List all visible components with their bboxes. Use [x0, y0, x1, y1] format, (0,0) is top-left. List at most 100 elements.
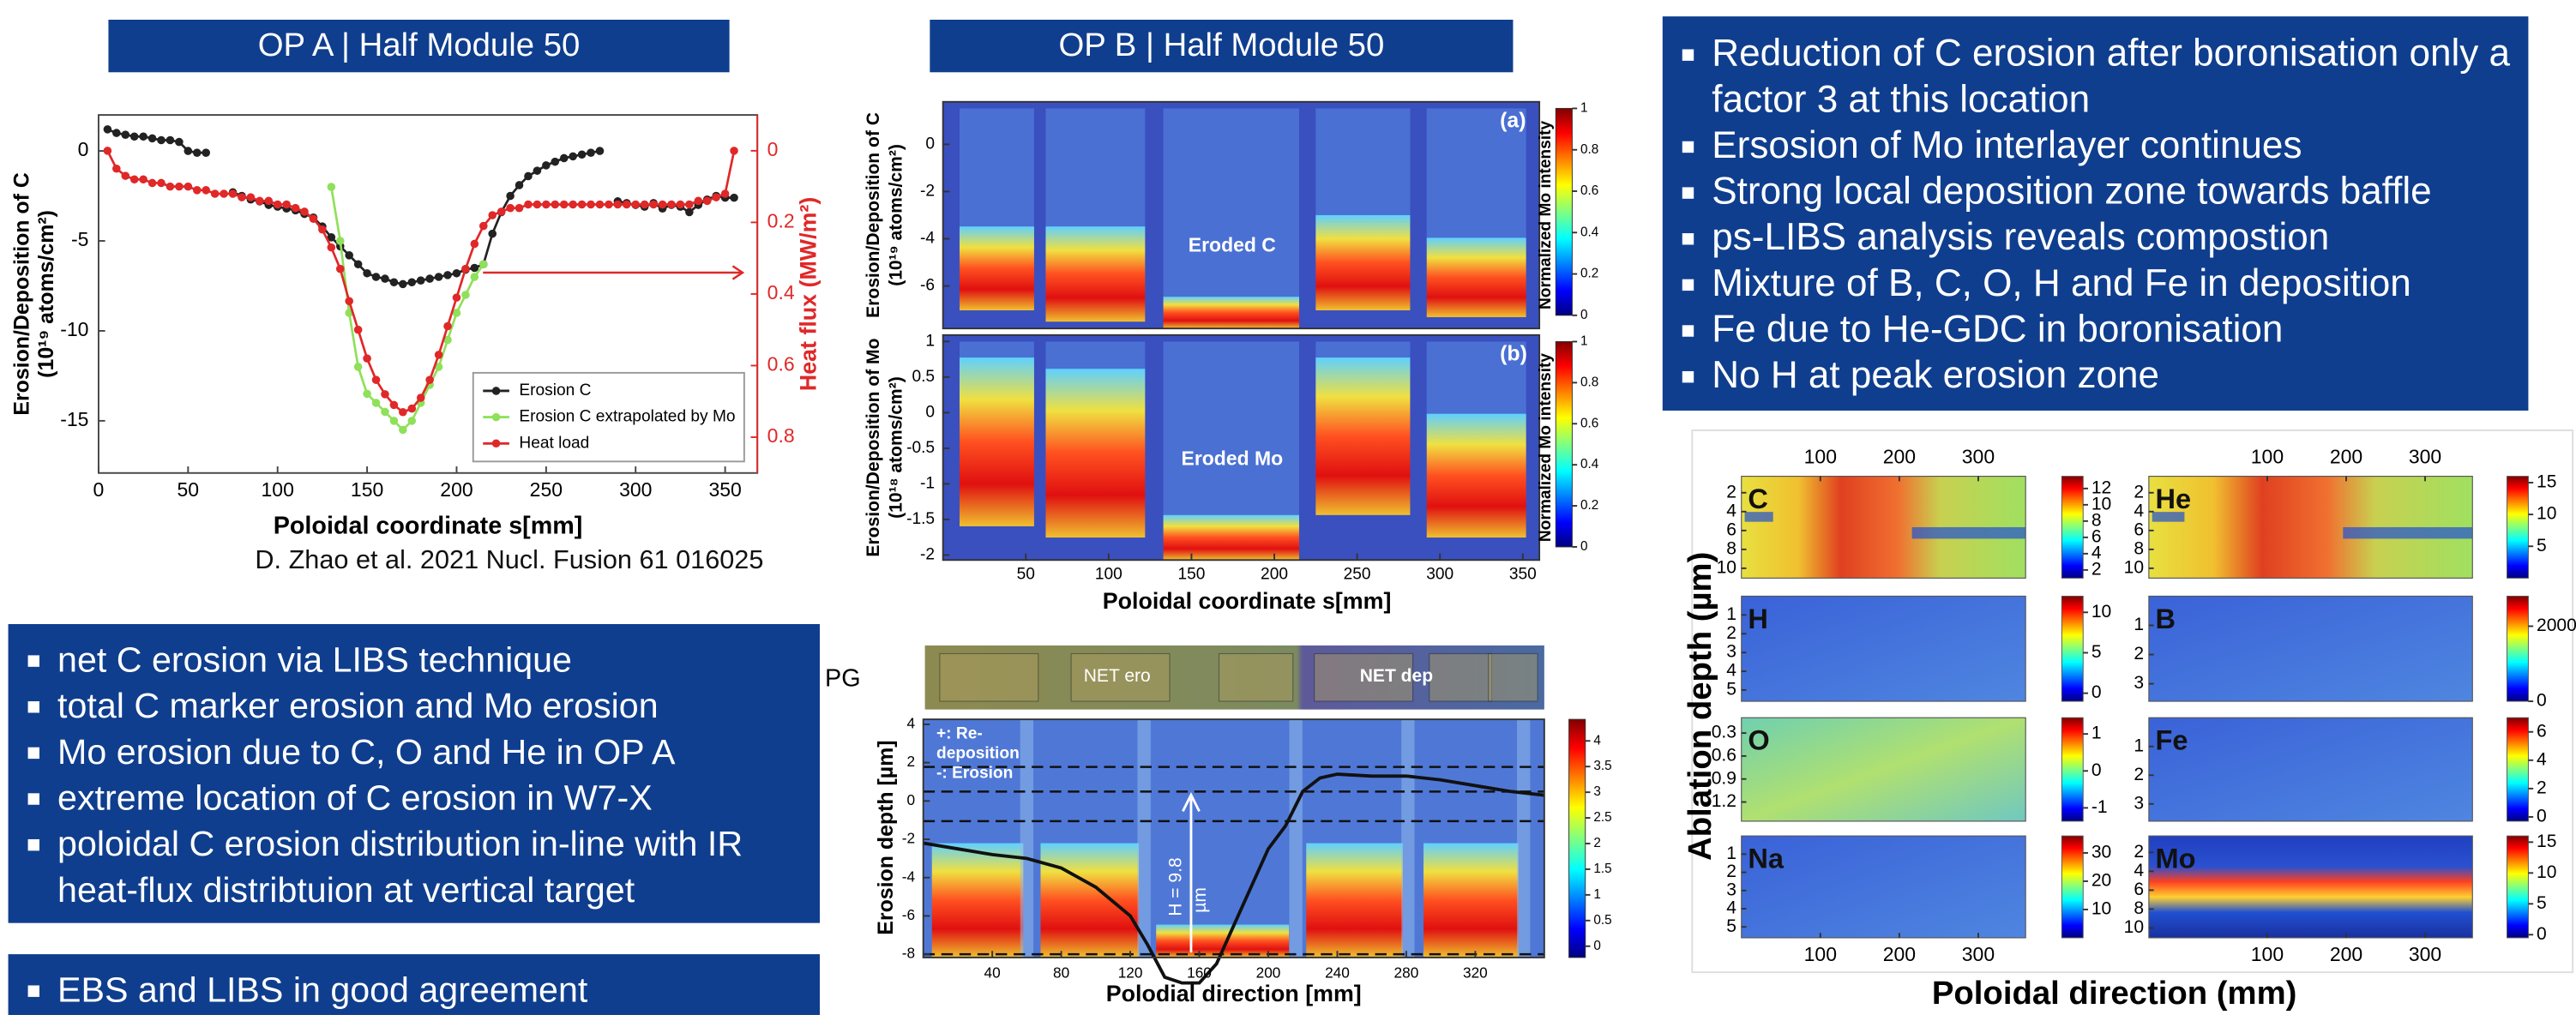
data-point — [210, 189, 220, 198]
y-tick-label: 4 — [1726, 501, 1736, 520]
data-point — [389, 400, 399, 410]
y2-tick-label: 0.2 — [767, 209, 795, 231]
heatmap — [1741, 596, 2026, 702]
y-tick-label: -4 — [920, 230, 935, 248]
y-tick-label: 0 — [907, 791, 916, 808]
x-tick-label: 300 — [1962, 943, 1995, 965]
y-axis-label: Erosion depth [µm] — [874, 740, 898, 934]
x-tick-label: 200 — [1261, 566, 1288, 584]
colorbar — [2507, 835, 2529, 939]
data-point — [461, 291, 470, 299]
colorbar-label: Normalized Mo intensity — [1537, 121, 1555, 310]
heatmap-stripe — [1289, 719, 1303, 958]
colorbar-tick-label: -1 — [2091, 797, 2108, 817]
data-point — [595, 147, 605, 155]
heatmap-upper — [1426, 341, 1526, 421]
data-point — [381, 274, 389, 283]
colorbar-tick-label: 5 — [2537, 893, 2547, 913]
colorbar-tick-label: 4 — [1593, 733, 1601, 748]
y-tick-label: 4 — [2134, 861, 2144, 880]
y-tick-label: 5 — [1726, 916, 1736, 936]
x-tick-label: 240 — [1325, 964, 1350, 982]
y2-axis-label: Heat flux (MW/m²) — [796, 197, 822, 391]
data-point — [327, 183, 336, 191]
colorbar — [2507, 476, 2529, 579]
y-tick-label: -6 — [920, 277, 935, 295]
colorbar-tick-label: 4 — [2091, 543, 2102, 562]
data-point — [192, 148, 202, 157]
heatmap-upper — [959, 108, 1034, 233]
data-point — [175, 137, 184, 147]
data-point — [434, 363, 443, 371]
data-point — [613, 200, 623, 209]
heatmap-band — [1045, 226, 1146, 322]
panel-frame — [2148, 835, 2473, 939]
data-point — [399, 279, 407, 289]
strip-annotation: NET dep — [1360, 666, 1433, 686]
y-tick-label: 0.3 — [1712, 723, 1736, 742]
heatmap-band — [959, 226, 1034, 311]
header-op-b: OP B | Half Module 50 — [930, 19, 1514, 73]
y-tick-label: 2 — [2134, 842, 2144, 862]
element-label: B — [2156, 604, 2176, 634]
colorbar-tick-label: 0.8 — [1580, 142, 1598, 157]
heatmap-stripe — [1020, 719, 1034, 958]
x-tick-label: 100 — [1804, 446, 1837, 468]
panel-frame — [1741, 595, 2026, 702]
y-tick-label: 1 — [2134, 615, 2144, 634]
y-tick-label: 10 — [1717, 557, 1736, 577]
panel-label: (a) — [1500, 108, 1526, 132]
panel-frame — [1741, 717, 2026, 822]
panel-annotation: Eroded C — [1189, 233, 1276, 255]
data-point — [166, 135, 175, 145]
element-label: He — [2156, 483, 2192, 514]
y-tick-label: 4 — [2134, 501, 2144, 520]
conclusion-box: EBS and LIBS in good agreement — [8, 954, 820, 1015]
heatmap-upper — [1426, 108, 1526, 245]
data-point — [256, 196, 264, 206]
x-tick-label: 320 — [1463, 964, 1488, 982]
data-point — [542, 200, 551, 209]
heatmap-upper — [1315, 108, 1411, 222]
data-point — [551, 157, 560, 166]
y-axis-label: Erosion/Deposition of C — [864, 112, 883, 318]
x-tick-label: 100 — [2251, 943, 2284, 965]
data-point — [407, 417, 417, 425]
data-point — [371, 399, 381, 407]
data-point — [103, 125, 112, 134]
data-point — [569, 200, 577, 209]
data-point — [551, 200, 560, 209]
heatmap-stripe — [1401, 719, 1415, 958]
strip-tile — [939, 652, 1039, 702]
y-tick-label: 2 — [907, 753, 916, 770]
data-point — [121, 130, 130, 139]
x-axis-label: Poloidal coordinate s[mm] — [1103, 588, 1392, 614]
data-point — [470, 239, 479, 249]
colorbar-tick-label: 2 — [1593, 836, 1601, 850]
heatmap-band — [1163, 297, 1299, 329]
data-point — [335, 237, 345, 245]
heatmap-band — [2343, 526, 2473, 539]
data-point — [416, 276, 425, 285]
data-point — [407, 404, 417, 413]
y-tick-label: -2 — [920, 546, 935, 564]
data-point — [478, 221, 488, 231]
y2-tick-label: 0.8 — [767, 424, 795, 447]
bullet: ps-LIBS analysis reveals compostion — [1676, 213, 2515, 260]
data-point — [112, 129, 121, 137]
y-tick-label: 1 — [1726, 604, 1736, 624]
colorbar — [2061, 835, 2084, 939]
y-tick-label: 0.6 — [1712, 745, 1736, 765]
x-axis-label: Poloidal direction (mm) — [1932, 975, 2297, 1012]
data-point — [434, 351, 443, 359]
data-point — [246, 193, 256, 201]
colorbar-tick-label: 12 — [2091, 477, 2111, 497]
heatmap-band — [1911, 526, 2026, 539]
y-tick-label: 6 — [2134, 520, 2144, 539]
x-tick-label: 150 — [351, 478, 383, 501]
depth-label: µm — [1190, 887, 1210, 913]
x-tick-label: 200 — [1883, 943, 1916, 965]
data-point — [622, 200, 631, 209]
